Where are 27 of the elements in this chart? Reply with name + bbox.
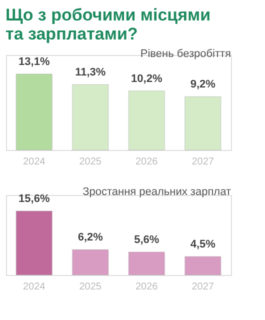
x-tick-label: 2027 xyxy=(192,156,214,168)
data-label: 4,5% xyxy=(190,238,216,251)
bar xyxy=(16,74,53,150)
data-label: 10,2% xyxy=(131,72,162,85)
x-tick-label: 2024 xyxy=(23,156,46,168)
data-label: 13,1% xyxy=(18,56,50,68)
chart-subtitle: Рівень безробіття xyxy=(140,48,232,60)
x-tick-label: 2025 xyxy=(79,282,102,292)
bar xyxy=(72,249,109,276)
chart-subtitle: Зростання реальних зарплат xyxy=(82,186,231,198)
x-tick-label: 2026 xyxy=(136,282,158,292)
bar xyxy=(128,252,166,276)
data-label: 9,2% xyxy=(190,78,216,91)
bar xyxy=(72,84,109,150)
x-tick-label: 2026 xyxy=(136,156,158,168)
chart-title: Що з робочими місцями та зарплатами? xyxy=(6,6,211,44)
bar xyxy=(128,90,166,150)
data-label: 6,2% xyxy=(78,232,104,244)
x-tick-label: 2027 xyxy=(192,282,214,292)
x-tick-label: 2025 xyxy=(79,156,102,168)
x-tick-label: 2024 xyxy=(23,282,46,292)
bar xyxy=(16,210,53,276)
data-label: 5,6% xyxy=(134,234,160,246)
data-label: 11,3% xyxy=(75,66,106,78)
data-label: 15,6% xyxy=(18,193,50,205)
bar xyxy=(184,96,222,150)
bar xyxy=(184,256,222,276)
